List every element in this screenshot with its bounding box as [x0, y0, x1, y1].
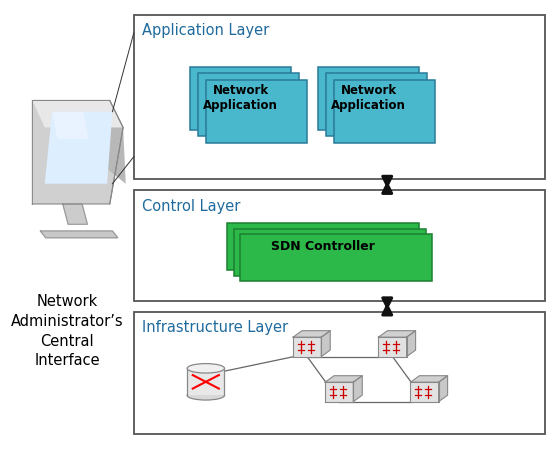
Bar — [334, 80, 435, 143]
Polygon shape — [40, 231, 118, 238]
Bar — [198, 73, 299, 136]
Polygon shape — [411, 382, 439, 402]
Bar — [227, 223, 419, 270]
Text: SDN Controller: SDN Controller — [271, 240, 375, 253]
Polygon shape — [411, 376, 448, 382]
Ellipse shape — [187, 390, 224, 400]
Polygon shape — [321, 331, 330, 357]
Polygon shape — [32, 101, 123, 204]
Bar — [134, 190, 545, 301]
Polygon shape — [378, 337, 407, 357]
Ellipse shape — [187, 364, 224, 373]
Bar — [134, 312, 545, 434]
Text: Infrastructure Layer: Infrastructure Layer — [142, 320, 288, 335]
Polygon shape — [293, 331, 330, 337]
Polygon shape — [45, 112, 112, 184]
Polygon shape — [353, 376, 362, 402]
Polygon shape — [32, 101, 123, 127]
Polygon shape — [439, 376, 448, 402]
Polygon shape — [102, 101, 126, 184]
Text: Control Layer: Control Layer — [142, 198, 240, 213]
Bar — [134, 15, 545, 179]
Bar — [190, 67, 291, 130]
Polygon shape — [407, 331, 416, 357]
Polygon shape — [325, 382, 353, 402]
Polygon shape — [378, 331, 416, 337]
Bar — [206, 80, 307, 143]
Text: Network
Application: Network Application — [203, 84, 278, 112]
Bar — [234, 228, 425, 276]
Text: Network
Administrator’s
Central
Interface: Network Administrator’s Central Interfac… — [11, 294, 124, 368]
Bar — [240, 234, 432, 281]
Polygon shape — [325, 376, 362, 382]
Bar — [187, 368, 224, 395]
Text: Application Layer: Application Layer — [142, 23, 269, 38]
Polygon shape — [52, 112, 89, 139]
Text: Network
Application: Network Application — [331, 84, 406, 112]
Bar — [326, 73, 427, 136]
Bar — [318, 67, 419, 130]
Polygon shape — [63, 204, 88, 224]
Polygon shape — [293, 337, 321, 357]
